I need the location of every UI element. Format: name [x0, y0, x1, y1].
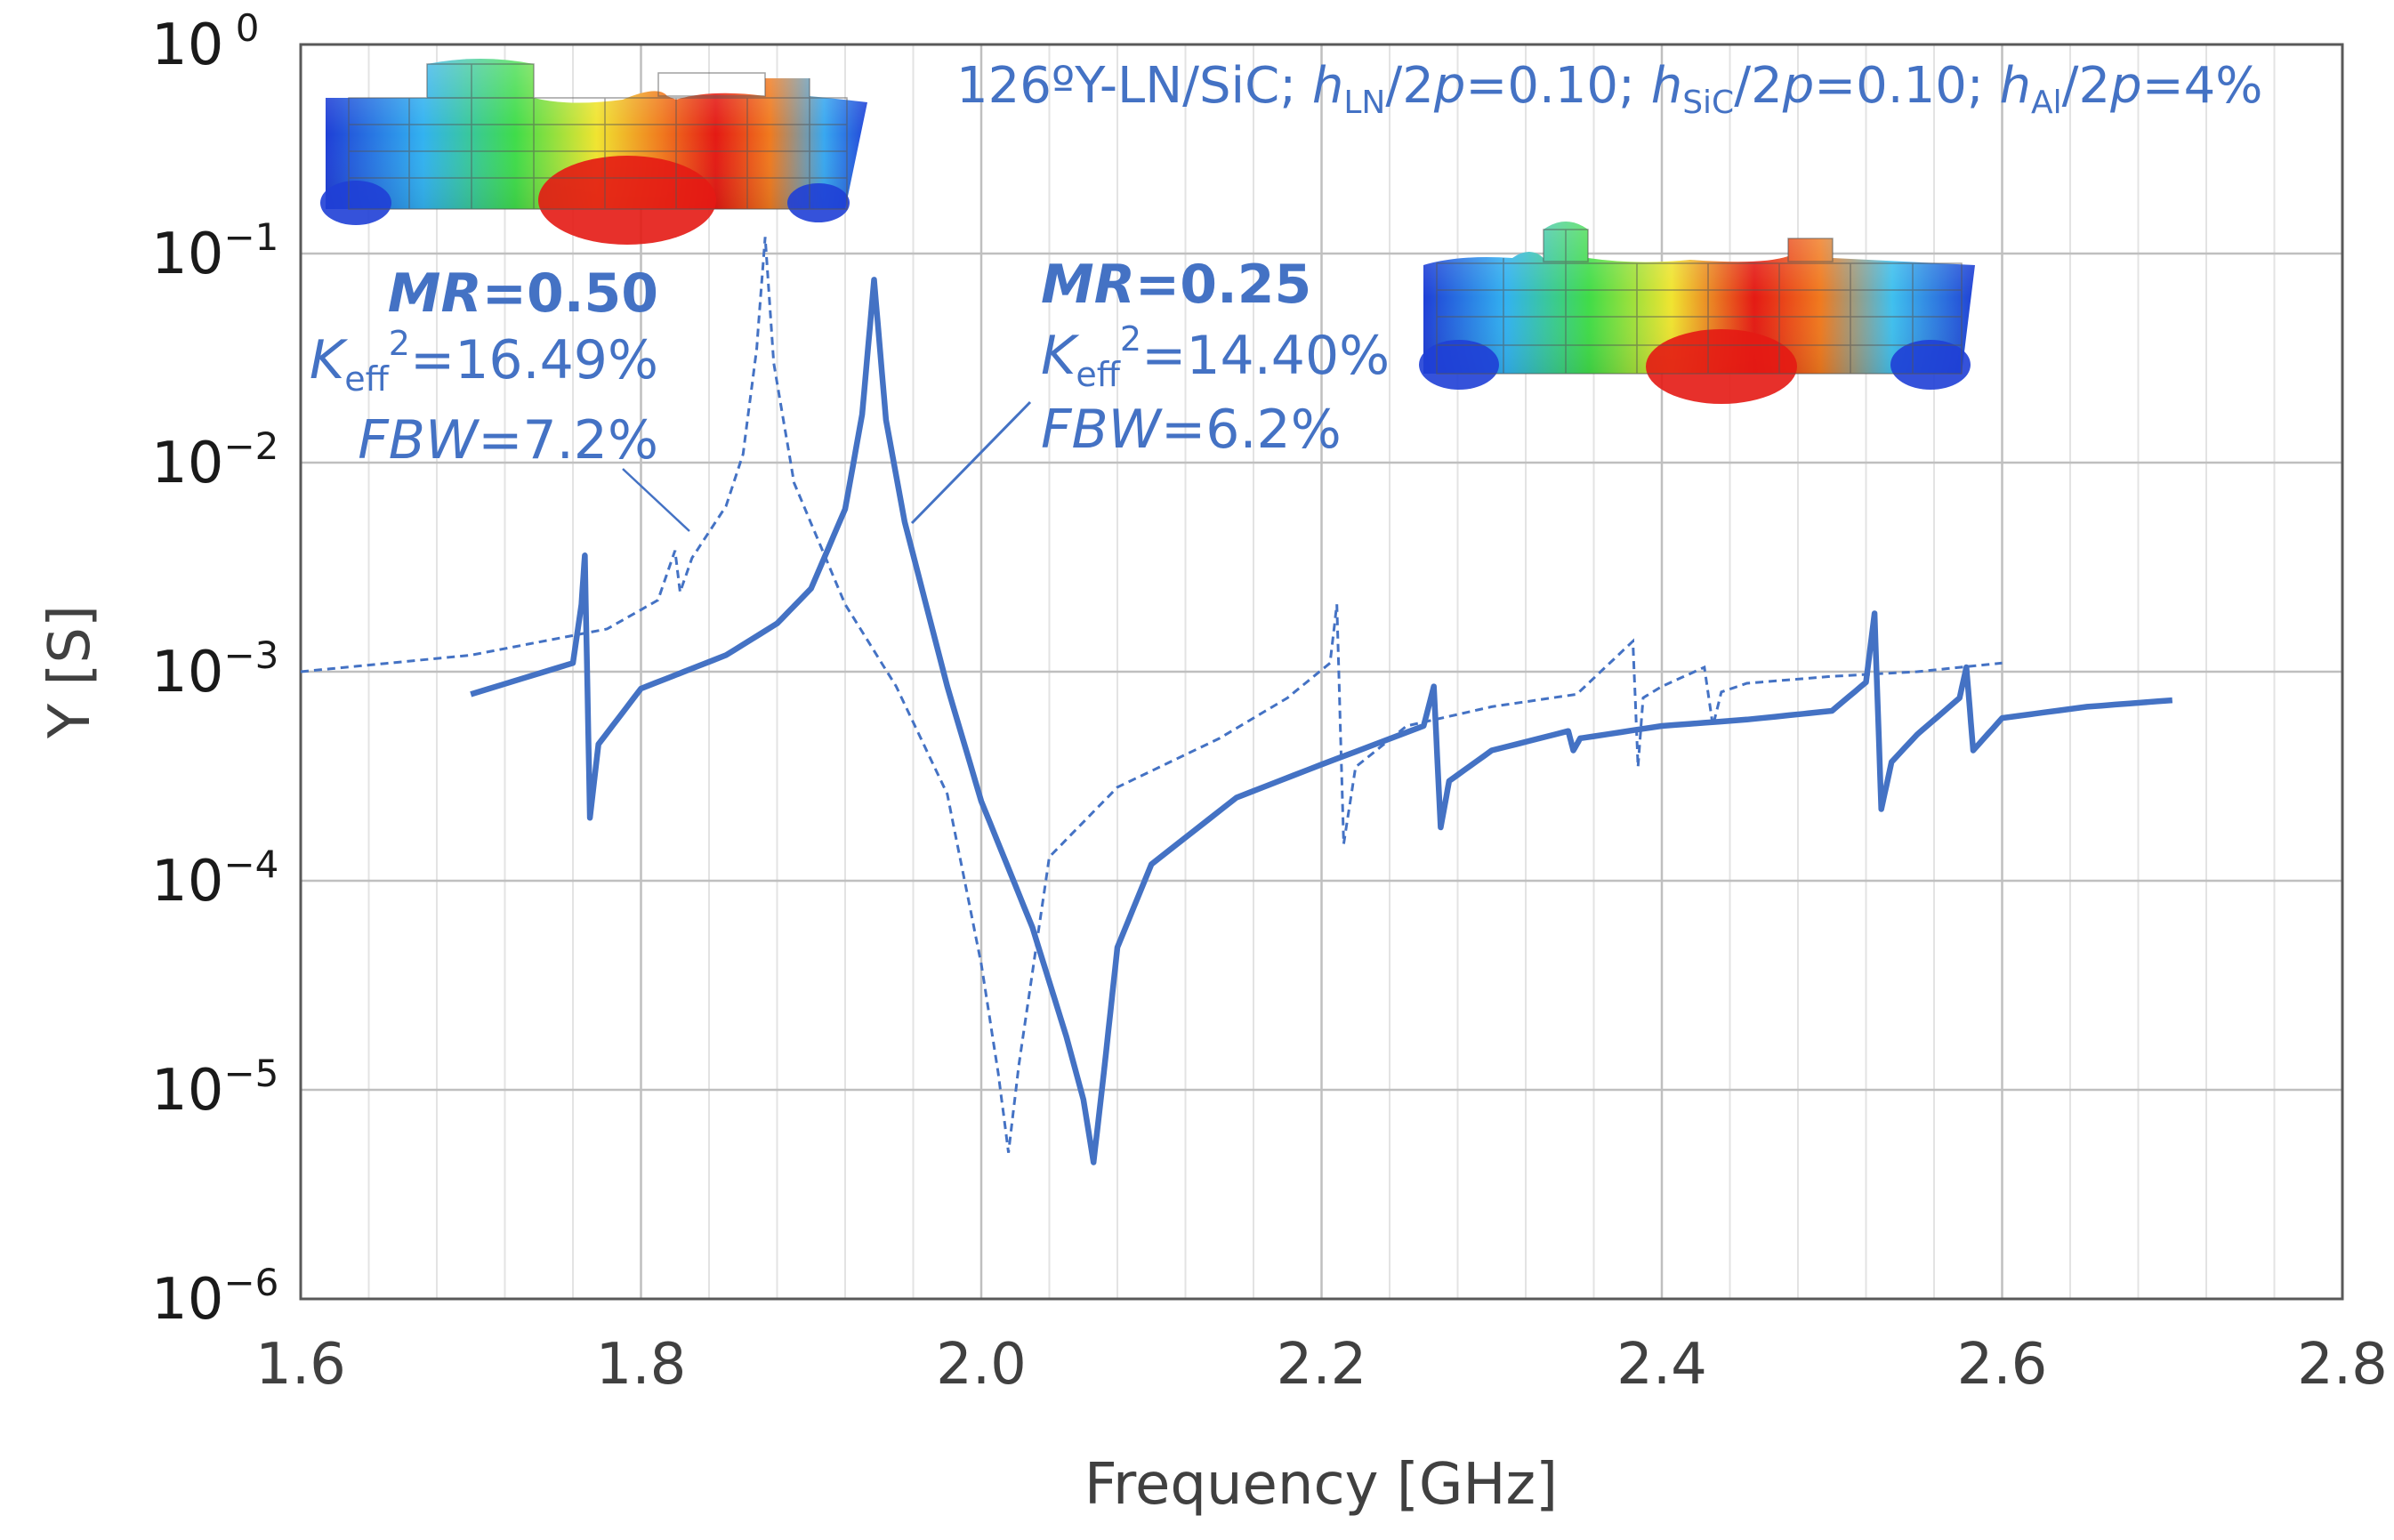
y-tick-label: 10−5 [151, 1052, 278, 1124]
x-tick-label: 2.6 [1957, 1332, 2048, 1398]
y-tick-label: 10−4 [151, 843, 278, 915]
series-line-mr025 [470, 277, 2173, 1165]
y-tick-label: 10−1 [151, 215, 278, 287]
svg-text:MR=0.50: MR=0.50 [388, 262, 658, 325]
y-axis-title: Y [S] [37, 605, 103, 739]
x-tick-label: 1.6 [255, 1332, 346, 1398]
y-tick-labels: 10 0 10−1 10−2 10−3 10−4 10−5 10−6 [151, 6, 278, 1333]
leader-line-mr050 [622, 468, 690, 532]
svg-text:FBW=7.2%: FBW=7.2% [358, 409, 658, 472]
x-tick-label: 2.2 [1277, 1332, 1367, 1398]
config-subtitle: 126ºY-LN/SiC; hLN/2p=0.10; hSiC/2p=0.10;… [956, 57, 2262, 121]
svg-text:Keff2=14.40%: Keff2=14.40% [1041, 319, 1390, 394]
svg-text:MR=0.25: MR=0.25 [1041, 254, 1311, 316]
y-tick-label: 10 0 [151, 6, 260, 78]
y-tick-label: 10−3 [151, 633, 278, 705]
annotation-mr050: MR=0.50 Keff2=16.49% FBW=7.2% [310, 262, 658, 472]
series-line-mr050 [300, 237, 2003, 1153]
x-tick-labels: 1.6 1.8 2.0 2.2 2.4 2.6 2.8 [255, 1332, 2388, 1398]
x-tick-label: 1.8 [596, 1332, 687, 1398]
mode-shape-inset-mr025 [1419, 222, 1975, 404]
leader-line-mr025 [910, 400, 1032, 525]
major-gridlines [301, 44, 2342, 1299]
mode-shape-inset-mr050 [320, 59, 867, 245]
annotation-mr025: MR=0.25 Keff2=14.40% FBW=6.2% [1041, 254, 1390, 461]
y-tick-label: 10−2 [151, 424, 278, 496]
x-axis-title: Frequency [GHz] [1084, 1452, 1558, 1518]
x-tick-label: 2.8 [2297, 1332, 2388, 1398]
svg-text:FBW=6.2%: FBW=6.2% [1041, 399, 1342, 461]
x-tick-label: 2.0 [936, 1332, 1027, 1398]
svg-text:Keff2=16.49%: Keff2=16.49% [310, 324, 658, 399]
x-tick-label: 2.4 [1616, 1332, 1707, 1398]
y-tick-label: 10−6 [151, 1261, 278, 1333]
